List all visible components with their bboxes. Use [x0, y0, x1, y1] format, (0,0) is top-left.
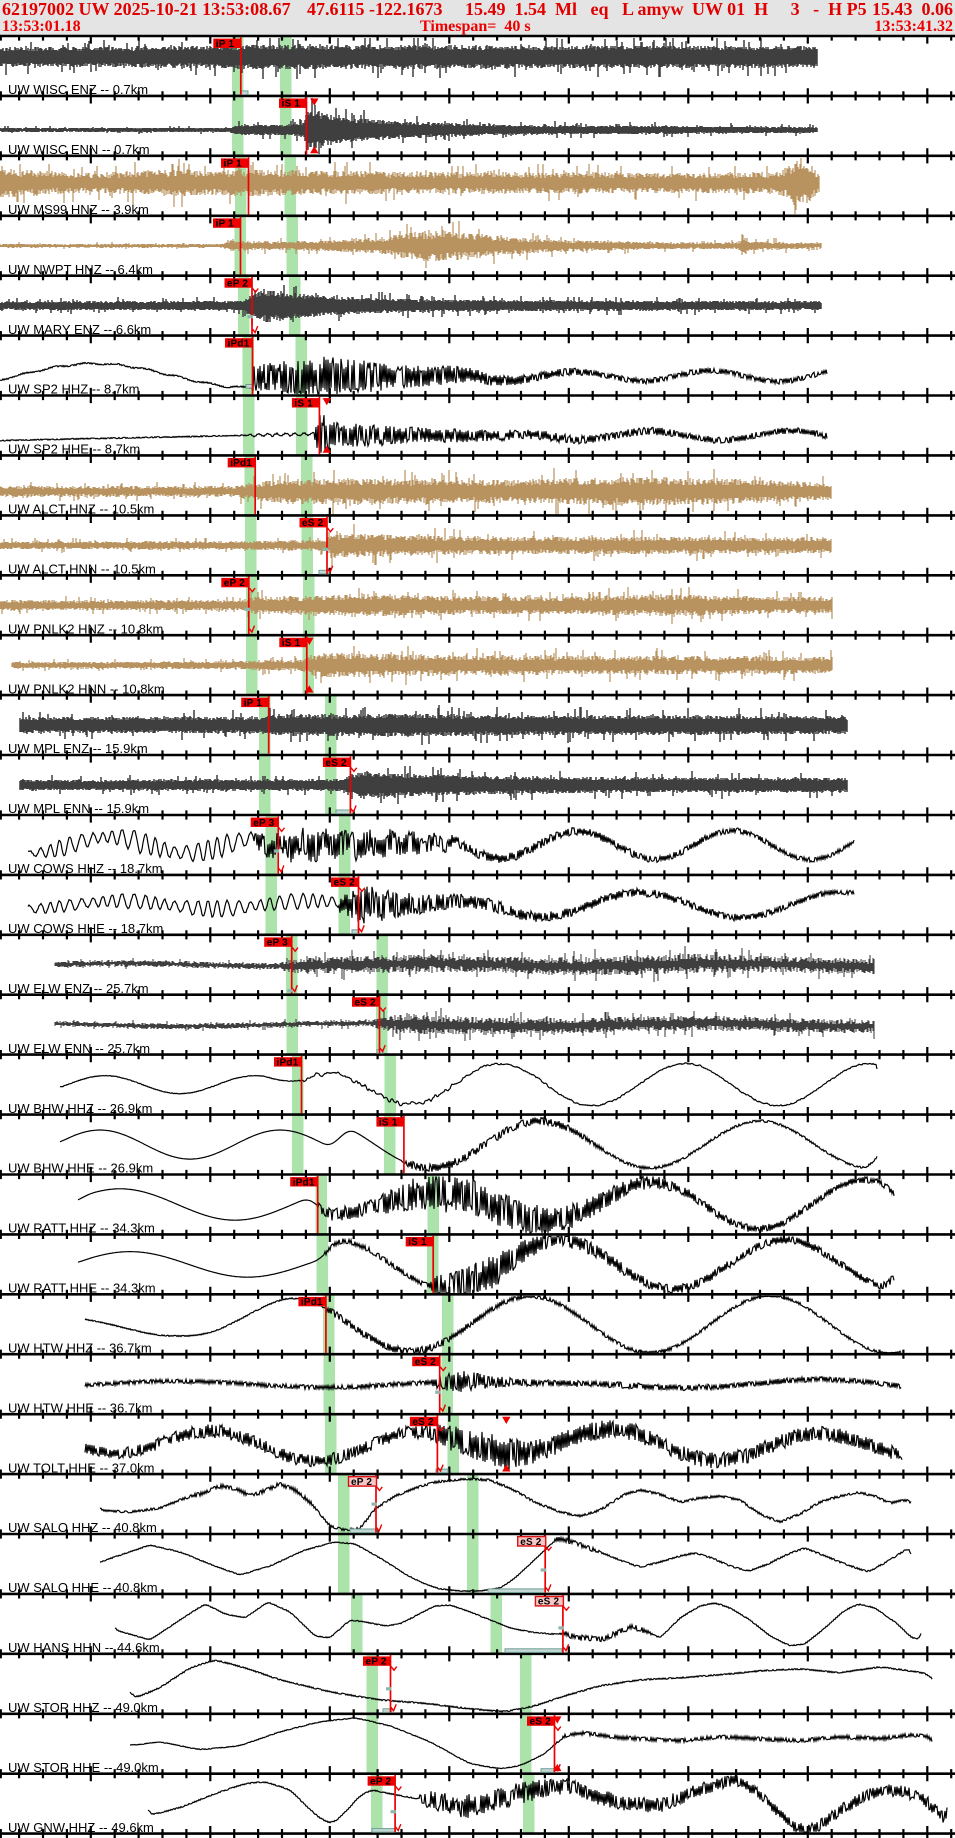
svg-text:iPd1: iPd1: [301, 1297, 323, 1308]
svg-text:UW ELW ENN -- 25.7km: UW ELW ENN -- 25.7km: [8, 1041, 150, 1056]
svg-text:UW MARY ENZ -- 6.6km: UW MARY ENZ -- 6.6km: [8, 322, 151, 337]
svg-text:UW STOR HHE -- 49.0km: UW STOR HHE -- 49.0km: [8, 1760, 159, 1775]
svg-text:UW HANS HHN -- 44.6km: UW HANS HHN -- 44.6km: [8, 1640, 160, 1655]
svg-text:UW RATT HHZ -- 34.3km: UW RATT HHZ -- 34.3km: [8, 1221, 155, 1236]
svg-text:UW ALCT HNZ -- 10.5km: UW ALCT HNZ -- 10.5km: [8, 502, 154, 517]
svg-text:iPd1: iPd1: [230, 458, 252, 469]
svg-text:UW HTW HHE -- 36.7km: UW HTW HHE -- 36.7km: [8, 1400, 152, 1415]
svg-text:eS 2: eS 2: [325, 758, 347, 769]
svg-text:UW SALO HHZ -- 40.8km: UW SALO HHZ -- 40.8km: [8, 1520, 157, 1535]
svg-text:iP 1: iP 1: [216, 39, 235, 50]
svg-text:UW COWS HHZ -- 18.7km: UW COWS HHZ -- 18.7km: [8, 861, 163, 876]
svg-text:UW GNW HHZ -- 49.6km: UW GNW HHZ -- 49.6km: [8, 1820, 154, 1835]
svg-text:eS 2: eS 2: [538, 1597, 560, 1608]
svg-text:UW PNLK2 HNN -- 10.8km: UW PNLK2 HNN -- 10.8km: [8, 681, 165, 696]
svg-text:UW MPL ENZ -- 15.9km: UW MPL ENZ -- 15.9km: [8, 741, 148, 756]
svg-text:eP 2: eP 2: [351, 1477, 372, 1488]
svg-text:eP 3: eP 3: [253, 818, 274, 829]
svg-text:UW TOLT HHE -- 37.0km: UW TOLT HHE -- 37.0km: [8, 1460, 154, 1475]
svg-text:eS 2: eS 2: [520, 1537, 542, 1548]
svg-text:UW SALO HHE -- 40.8km: UW SALO HHE -- 40.8km: [8, 1580, 158, 1595]
svg-text:eS 2: eS 2: [412, 1417, 434, 1428]
svg-text:UW SP2 HHZ -- 8.7km: UW SP2 HHZ -- 8.7km: [8, 382, 139, 397]
svg-text:iS 1: iS 1: [379, 1117, 398, 1128]
svg-text:eP 2: eP 2: [227, 279, 248, 290]
svg-text:UW STOR HHZ -- 49.0km: UW STOR HHZ -- 49.0km: [8, 1700, 158, 1715]
svg-text:iPd1: iPd1: [293, 1177, 315, 1188]
svg-text:UW ALCT HNN -- 10.5km: UW ALCT HNN -- 10.5km: [8, 562, 156, 577]
svg-text:iPd1: iPd1: [228, 338, 250, 349]
svg-text:iS 1: iS 1: [294, 398, 313, 409]
svg-text:iP 1: iP 1: [224, 159, 243, 170]
svg-text:UW NWPT HNZ -- 6.4km: UW NWPT HNZ -- 6.4km: [8, 262, 153, 277]
svg-text:iS 1: iS 1: [408, 1237, 427, 1248]
svg-text:iS 1: iS 1: [282, 99, 301, 110]
svg-text:eS 2: eS 2: [302, 518, 324, 529]
svg-text:eP 2: eP 2: [366, 1657, 387, 1668]
svg-text:UW RATT HHE -- 34.3km: UW RATT HHE -- 34.3km: [8, 1281, 156, 1296]
svg-text:iS 1: iS 1: [282, 638, 301, 649]
svg-text:UW PNLK2 HNZ -- 10.8km: UW PNLK2 HNZ -- 10.8km: [8, 621, 163, 636]
svg-text:iPd1: iPd1: [277, 1057, 299, 1068]
svg-text:iP 1: iP 1: [244, 698, 263, 709]
svg-text:UW COWS HHE -- 18.7km: UW COWS HHE -- 18.7km: [8, 921, 163, 936]
svg-text:UW WISC ENN -- 0.7km: UW WISC ENN -- 0.7km: [8, 142, 150, 157]
svg-text:UW SP2 HHE -- 8.7km: UW SP2 HHE -- 8.7km: [8, 442, 140, 457]
svg-text:eP 2: eP 2: [224, 578, 245, 589]
svg-text:eS 2: eS 2: [334, 878, 356, 889]
svg-text:eP 2: eP 2: [370, 1777, 391, 1788]
svg-text:iP 1: iP 1: [216, 219, 235, 230]
svg-text:eS 2: eS 2: [355, 998, 377, 1009]
svg-text:UW ELW ENZ -- 25.7km: UW ELW ENZ -- 25.7km: [8, 981, 149, 996]
svg-text:eS 2: eS 2: [530, 1717, 552, 1728]
svg-text:eP 3: eP 3: [267, 938, 288, 949]
svg-text:eS 2: eS 2: [415, 1357, 437, 1368]
svg-text:UW BHW HHZ -- 26.9km: UW BHW HHZ -- 26.9km: [8, 1101, 152, 1116]
svg-text:UW WISC ENZ -- 0.7km: UW WISC ENZ -- 0.7km: [8, 82, 148, 97]
svg-text:UW HTW HHZ -- 36.7km: UW HTW HHZ -- 36.7km: [8, 1340, 152, 1355]
svg-text:UW MS99 HNZ -- 3.9km: UW MS99 HNZ -- 3.9km: [8, 202, 149, 217]
svg-text:UW MPL ENN -- 15.9km: UW MPL ENN -- 15.9km: [8, 801, 149, 816]
svg-text:UW BHW HHE -- 26.9km: UW BHW HHE -- 26.9km: [8, 1161, 153, 1176]
